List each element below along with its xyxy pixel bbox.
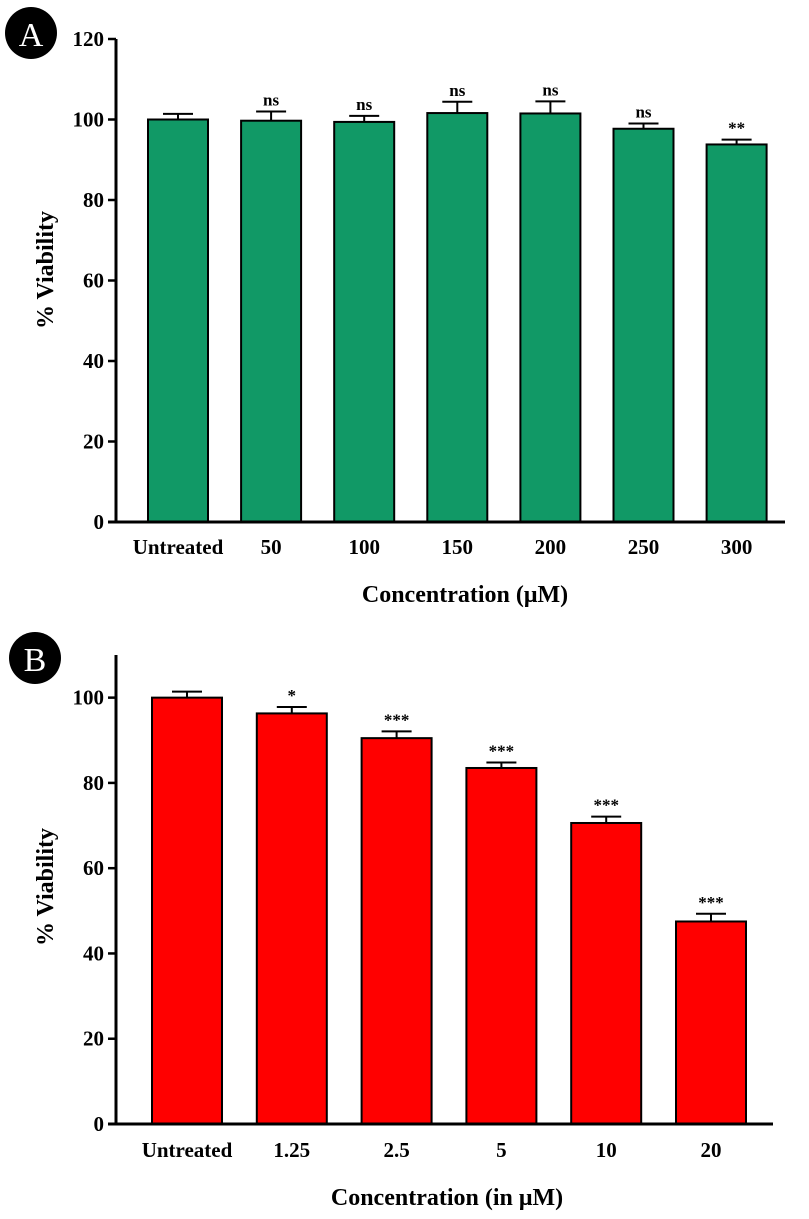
- panel-b-label: B: [24, 642, 47, 679]
- bar: [240, 119, 303, 524]
- x-tick-label: Untreated: [142, 1138, 233, 1162]
- bar: [360, 737, 433, 1126]
- y-tick-label: 80: [83, 188, 104, 212]
- bar: [570, 821, 643, 1125]
- panel-b-badge: [9, 632, 61, 684]
- y-axis-label: % Viability: [33, 211, 59, 329]
- y-tick-label: 0: [94, 510, 105, 534]
- x-tick-label: 1.25: [273, 1138, 310, 1162]
- y-tick-label: 0: [94, 1112, 105, 1136]
- y-tick-label: 100: [73, 108, 105, 132]
- significance-label: ***: [384, 710, 410, 729]
- y-tick-label: 100: [73, 686, 105, 710]
- y-tick-label: 40: [83, 941, 104, 965]
- x-tick-label: 250: [628, 535, 660, 559]
- significance-label: ***: [698, 893, 724, 912]
- significance-label: ns: [449, 81, 465, 100]
- bar: [147, 118, 209, 523]
- x-tick-label: 2.5: [383, 1138, 409, 1162]
- bar: [255, 712, 328, 1125]
- y-tick-label: 20: [83, 430, 104, 454]
- bar: [675, 920, 747, 1126]
- x-tick-label: 5: [496, 1138, 507, 1162]
- panel-a-chart: A 0 20 40 60 80 100 120 ns ns ns ns ns ** Untreated…: [5, 7, 785, 608]
- significance-label: ns: [635, 103, 651, 122]
- y-tick-label: 120: [73, 27, 105, 51]
- bar: [151, 696, 223, 1125]
- y-tick-label: 80: [83, 771, 104, 795]
- x-tick-label: 20: [701, 1138, 722, 1162]
- bar: [465, 766, 538, 1126]
- bar: [519, 112, 582, 524]
- significance-label: ns: [263, 90, 279, 109]
- significance-label: ***: [593, 796, 619, 815]
- significance-label: **: [728, 119, 745, 138]
- significance-label: ***: [489, 741, 515, 760]
- panel-a-badge: [5, 7, 57, 59]
- x-tick-label: 10: [596, 1138, 617, 1162]
- x-tick-label: 100: [348, 535, 380, 559]
- y-tick-label: 60: [83, 269, 104, 293]
- x-tick-label: 300: [721, 535, 753, 559]
- y-tick-label: 60: [83, 856, 104, 880]
- x-axis-label: Concentration (μM): [362, 582, 568, 608]
- bar: [612, 127, 675, 523]
- bar: [705, 143, 768, 524]
- y-tick-label: 40: [83, 349, 104, 373]
- significance-label: ns: [356, 95, 372, 114]
- x-tick-label: Untreated: [133, 535, 224, 559]
- panel-a-label: A: [19, 17, 44, 54]
- x-tick-label: 200: [535, 535, 567, 559]
- x-tick-label: 50: [261, 535, 282, 559]
- significance-label: ns: [542, 80, 558, 99]
- bar: [426, 112, 489, 523]
- y-tick-label: 20: [83, 1027, 104, 1051]
- x-axis-label: Concentration (in μM): [331, 1185, 563, 1211]
- bar: [333, 120, 396, 523]
- significance-label: *: [288, 686, 297, 705]
- x-tick-label: 150: [442, 535, 474, 559]
- y-axis-label: % Viability: [33, 828, 59, 946]
